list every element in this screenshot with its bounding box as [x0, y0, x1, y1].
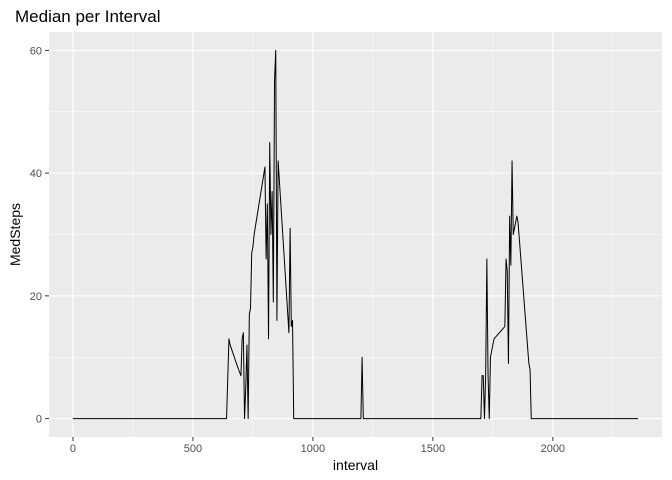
y-tick-label: 20	[30, 291, 42, 303]
x-tick-label: 0	[70, 443, 76, 455]
y-tick-label: 0	[36, 414, 42, 426]
x-axis-title: interval	[333, 457, 378, 473]
x-tick-label: 500	[184, 443, 202, 455]
y-tick-label: 60	[30, 45, 42, 57]
series-layer	[72, 49, 639, 420]
y-tick-label: 40	[30, 168, 42, 180]
y-axis-title: MedSteps	[7, 203, 23, 266]
chart-title: Median per Interval	[15, 7, 161, 26]
x-tick-label: 2000	[541, 443, 565, 455]
median-steps-line	[72, 49, 639, 420]
axis-ticks: 0 500 1000 1500 2000 0 20 40 60	[30, 45, 565, 455]
x-tick-label: 1500	[421, 443, 445, 455]
x-tick-label: 1000	[301, 443, 325, 455]
